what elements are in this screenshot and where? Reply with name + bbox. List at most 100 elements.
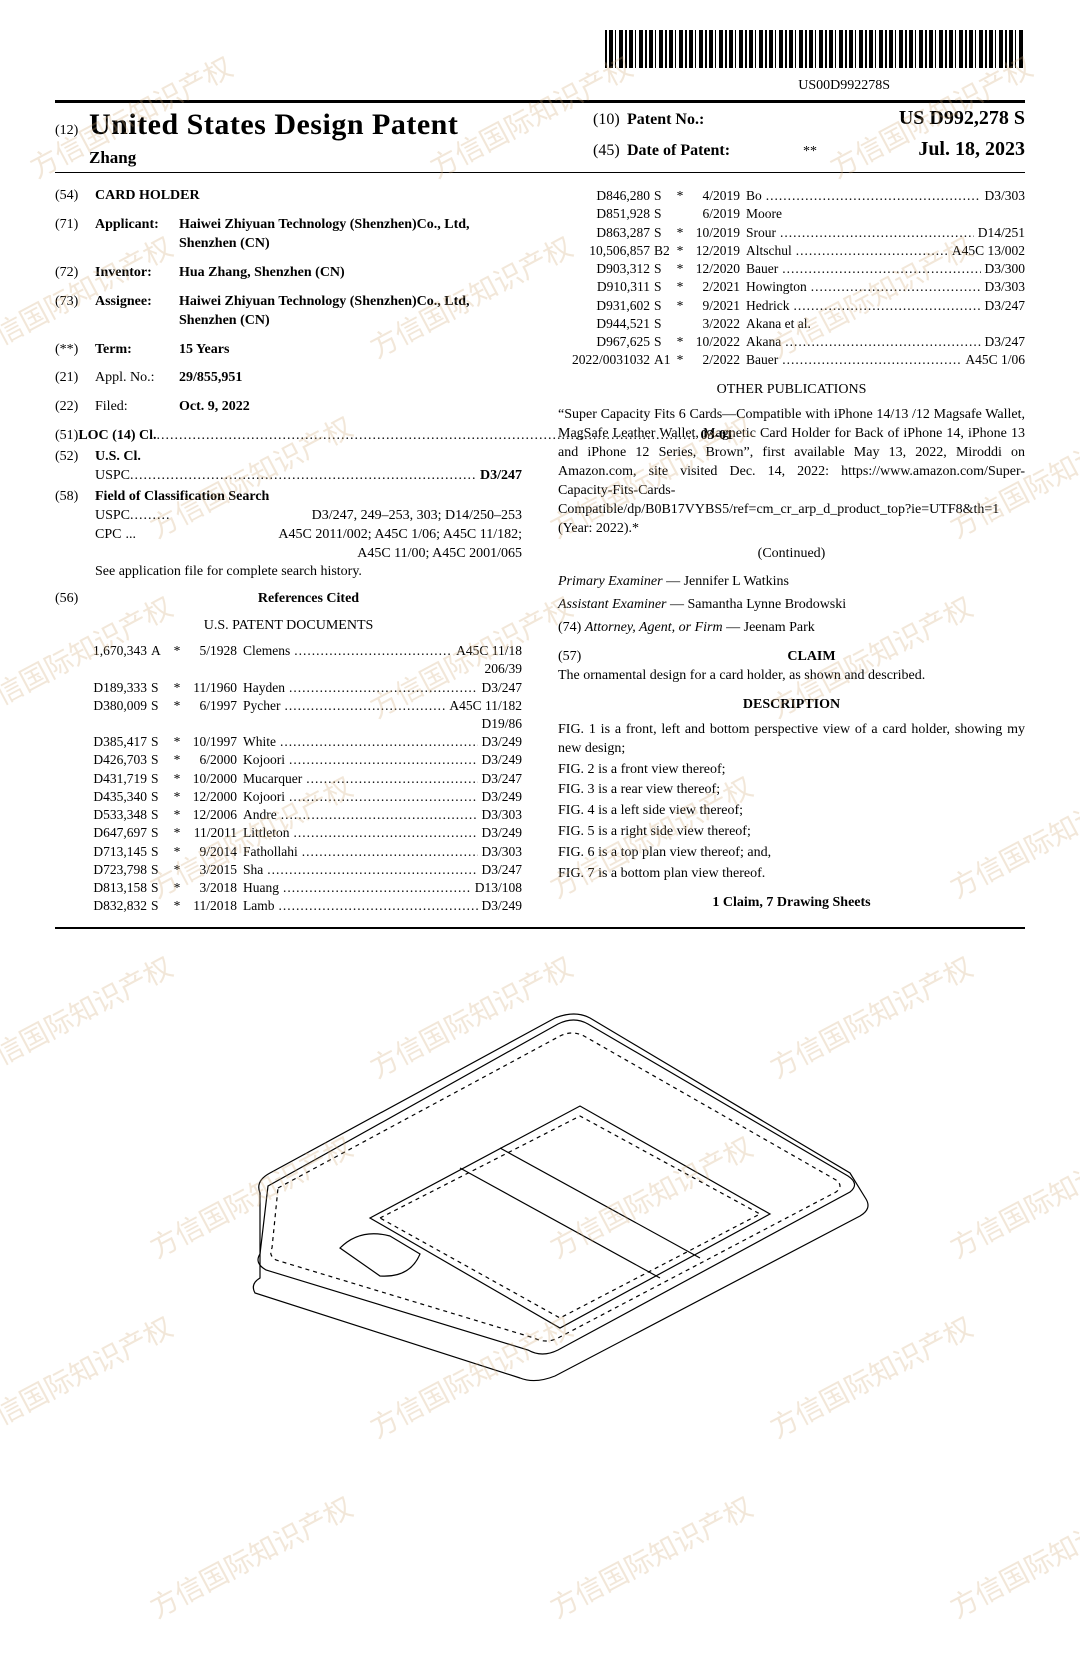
- field-72: (72) Inventor: Hua Zhang, Shenzhen (CN): [55, 264, 522, 283]
- ref-row: D533,348S*12/2006AndreD3/303: [55, 806, 522, 824]
- ref-row: D851,928S6/2019Moore: [558, 205, 1025, 223]
- description-line: FIG. 3 is a rear view thereof;: [558, 781, 1025, 800]
- description-line: FIG. 6 is a top plan view thereof; and,: [558, 844, 1025, 863]
- refs-table-left: 1,670,343A*5/1928ClemensA45C 11/18206/39…: [55, 642, 522, 915]
- field-num: (56): [55, 590, 95, 609]
- ref-row: 2022/0031032A1*2/2022BauerA45C 1/06: [558, 351, 1025, 369]
- field-22: (22) Filed: Oct. 9, 2022: [55, 398, 522, 417]
- description-head: DESCRIPTION: [558, 696, 1025, 715]
- date-of-patent-value: Jul. 18, 2023: [823, 136, 1025, 163]
- primary-examiner-value: Jennifer L Watkins: [684, 574, 789, 589]
- watermark-text: 方信国际知识产权: [544, 1490, 760, 1629]
- field-num: (73): [55, 293, 95, 312]
- field-73: (73) Assignee: Haiwei Zhiyuan Technology…: [55, 293, 522, 331]
- ref-row-extra: D19/86: [55, 715, 522, 733]
- field-52: (52) U.S. Cl. USPC D3/247: [55, 448, 522, 486]
- ref-row: D380,009S*6/1997PycherA45C 11/182: [55, 697, 522, 715]
- ref-row: D426,703S*6/2000KojooriD3/249: [55, 751, 522, 769]
- other-pub-head: OTHER PUBLICATIONS: [558, 381, 1025, 400]
- fcs-cpc-value: A45C 2011/002; A45C 1/06; A45C 11/182;: [140, 526, 522, 545]
- invention-title: CARD HOLDER: [95, 188, 200, 203]
- continued-text: (Continued): [558, 545, 1025, 564]
- description-line: FIG. 1 is a front, left and bottom persp…: [558, 721, 1025, 759]
- ref-row: D713,145S*9/2014FathollahiD3/303: [55, 843, 522, 861]
- assignee-value: Haiwei Zhiyuan Technology (Shenzhen)Co.,…: [179, 294, 470, 328]
- rule-top-thin: [55, 172, 1025, 173]
- us-patent-docs-head: U.S. PATENT DOCUMENTS: [55, 617, 522, 636]
- date-stars: **: [797, 143, 823, 162]
- ref-row: D903,312S*12/2020BauerD3/300: [558, 260, 1025, 278]
- footer-claim-sheets: 1 Claim, 7 Drawing Sheets: [558, 894, 1025, 913]
- body-columns: (54) CARD HOLDER (71) Applicant: Haiwei …: [55, 187, 1025, 915]
- patent-drawing: [55, 927, 1025, 1407]
- term-value: 15 Years: [179, 342, 229, 357]
- header: (12) United States Design Patent Zhang (…: [55, 105, 1025, 170]
- applno-label: Appl. No.:: [95, 369, 179, 388]
- refs-table-right: D846,280S*4/2019BoD3/303D851,928S6/2019M…: [558, 187, 1025, 369]
- left-column: (54) CARD HOLDER (71) Applicant: Haiwei …: [55, 187, 540, 915]
- description-line: FIG. 2 is a front view thereof;: [558, 761, 1025, 780]
- fcs-note: See application file for complete search…: [55, 563, 522, 582]
- date-of-patent-label: Date of Patent:: [627, 140, 797, 162]
- inventor-label: Inventor:: [95, 264, 179, 283]
- fcs-cpc-label: CPC: [95, 526, 121, 545]
- uspc-label: USPC: [95, 467, 130, 486]
- field-54: (54) CARD HOLDER: [55, 187, 522, 206]
- fcs-label: Field of Classification Search: [95, 489, 269, 504]
- term-label: Term:: [95, 341, 179, 360]
- ref-row: D944,521S3/2022Akana et al.: [558, 315, 1025, 333]
- inventor-value: Hua Zhang, Shenzhen (CN): [179, 265, 345, 280]
- ref-row: 10,506,857B2*12/2019AltschulA45C 13/002: [558, 242, 1025, 260]
- field-num: (52): [55, 448, 95, 467]
- right-column: D846,280S*4/2019BoD3/303D851,928S6/2019M…: [540, 187, 1025, 915]
- field-num: (22): [55, 398, 95, 417]
- assistant-examiner: Assistant Examiner — Samantha Lynne Brod…: [558, 596, 1025, 615]
- ref-row: D189,333S*11/1960HaydenD3/247: [55, 679, 522, 697]
- applicant-label: Applicant:: [95, 216, 179, 235]
- claim-head: CLAIM: [787, 649, 835, 664]
- claim-num: (57): [558, 648, 598, 667]
- field-58: (58) Field of Classification Search USPC…: [55, 488, 522, 582]
- loc-label: LOC (14) Cl.: [78, 428, 156, 443]
- primary-examiner-label: Primary Examiner: [558, 574, 663, 589]
- ref-row: D813,158S*3/2018HuangD13/108: [55, 879, 522, 897]
- ref-row: D931,602S*9/2021HedrickD3/247: [558, 297, 1025, 315]
- uspc-value: D3/247: [480, 468, 522, 483]
- card-holder-drawing-icon: [160, 958, 920, 1388]
- ref-row: D967,625S*10/2022AkanaD3/247: [558, 333, 1025, 351]
- header-num-12: (12): [55, 122, 89, 141]
- applno-value: 29/855,951: [179, 370, 242, 385]
- filed-label: Filed:: [95, 398, 179, 417]
- description-list: FIG. 1 is a front, left and bottom persp…: [558, 721, 1025, 884]
- barcode-text: US00D992278S: [55, 77, 1025, 96]
- patent-title: United States Design Patent: [89, 105, 458, 146]
- fcs-uspc-value: D3/247, 249–253, 303; D14/250–253: [170, 507, 522, 526]
- assistant-examiner-label: Assistant Examiner: [558, 597, 667, 612]
- ref-row: D832,832S*11/2018LambD3/249: [55, 897, 522, 915]
- fcs-uspc-label: USPC: [95, 507, 130, 526]
- uscl-label: U.S. Cl.: [95, 449, 141, 464]
- field-num: (**): [55, 341, 95, 360]
- patent-no-label: Patent No.:: [627, 109, 797, 131]
- applicant-value: Haiwei Zhiyuan Technology (Shenzhen)Co.,…: [179, 217, 470, 251]
- ref-row: D910,311S*2/2021HowingtonD3/303: [558, 278, 1025, 296]
- attorney-label: Attorney, Agent, or Firm: [585, 620, 723, 635]
- description-line: FIG. 5 is a right side view thereof;: [558, 823, 1025, 842]
- field-num: (21): [55, 369, 95, 388]
- ref-row: D723,798S*3/2015ShaD3/247: [55, 861, 522, 879]
- field-51: (51) LOC (14) Cl. 03-01: [55, 427, 522, 446]
- ref-row: D435,340S*12/2000KojooriD3/249: [55, 788, 522, 806]
- field-num: (72): [55, 264, 95, 283]
- assistant-examiner-value: Samantha Lynne Brodowski: [688, 597, 847, 612]
- field-num: (71): [55, 216, 95, 235]
- filed-value: Oct. 9, 2022: [179, 399, 250, 414]
- header-num-10: (10): [593, 109, 627, 131]
- fcs-cpc-value2: A45C 11/00; A45C 2001/065: [55, 545, 522, 564]
- rule-top-thick: [55, 100, 1025, 103]
- ref-row: D863,287S*10/2019SrourD14/251: [558, 224, 1025, 242]
- field-term: (**) Term: 15 Years: [55, 341, 522, 360]
- inventor-name-header: Zhang: [55, 147, 585, 170]
- attorney-num: (74): [558, 620, 581, 635]
- refs-cited-label: References Cited: [258, 591, 359, 606]
- ref-row: D846,280S*4/2019BoD3/303: [558, 187, 1025, 205]
